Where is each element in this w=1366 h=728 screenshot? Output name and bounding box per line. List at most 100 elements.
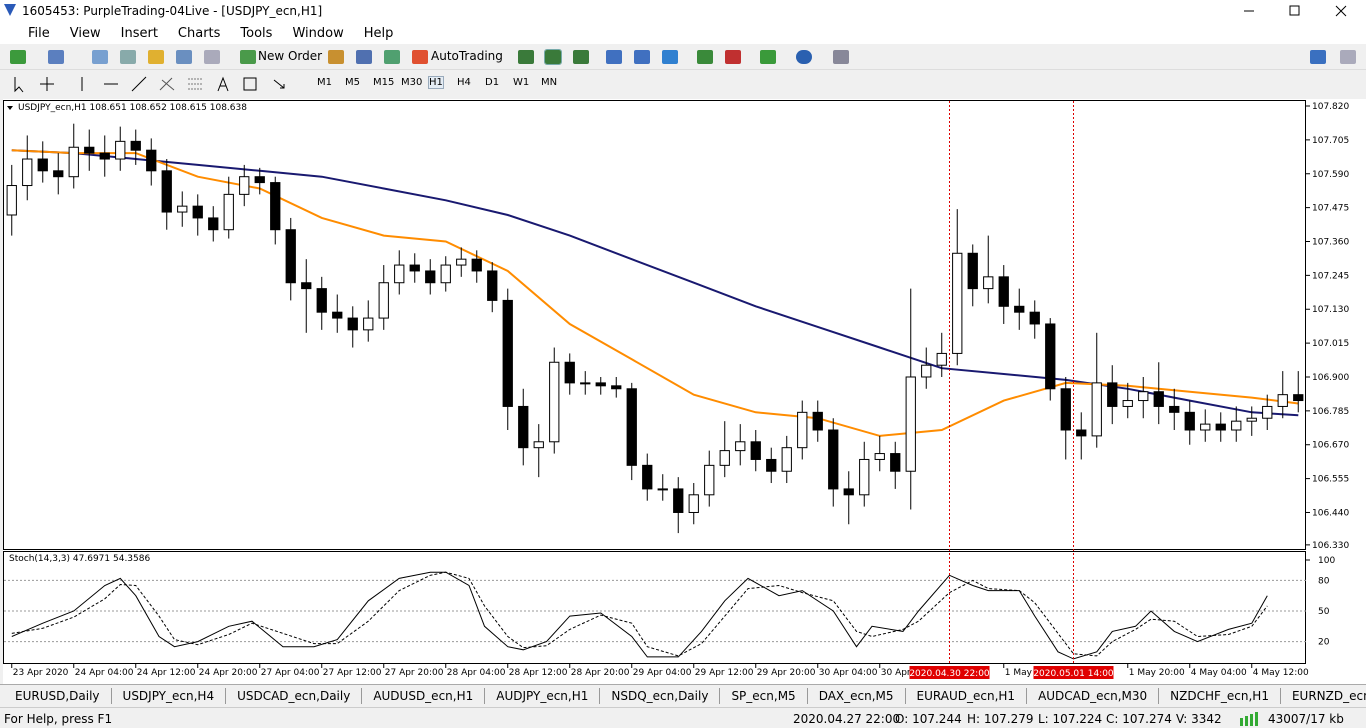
drawing-toolbar: M1 M5 M15 M30 H1 H4 D1 W1 MN xyxy=(0,70,1366,98)
signals-button[interactable] xyxy=(356,50,372,64)
candle-body xyxy=(1231,420,1242,431)
candle-chart-button[interactable] xyxy=(544,49,562,65)
candle xyxy=(301,259,312,333)
candle xyxy=(952,209,963,366)
crosshair-tool[interactable] xyxy=(40,77,54,91)
cursor-tool[interactable] xyxy=(14,77,24,93)
menu-item[interactable]: File xyxy=(28,25,50,41)
chart-tab[interactable]: NZDCHF_ecn,H1 xyxy=(1159,688,1281,704)
new-chart-button[interactable] xyxy=(10,50,26,64)
candle-body xyxy=(487,270,498,301)
candle xyxy=(37,141,48,183)
chart-tab[interactable]: USDCAD_ecn,Daily xyxy=(226,688,363,704)
candle-body xyxy=(719,450,730,466)
candle xyxy=(704,450,715,507)
templates-button[interactable] xyxy=(833,50,849,64)
chart-tab[interactable]: AUDJPY_ecn,H1 xyxy=(485,688,601,704)
x-tick-label: 1 May 20:00 xyxy=(1129,668,1185,678)
timeframe-button[interactable]: H4 xyxy=(457,77,471,88)
candle xyxy=(750,430,761,472)
bar-chart-button[interactable] xyxy=(518,50,534,64)
tester-button[interactable] xyxy=(204,50,220,64)
candle xyxy=(1277,371,1288,419)
candle xyxy=(936,332,947,377)
fibonacci-tool[interactable] xyxy=(188,78,202,90)
status-help: For Help, press F1 xyxy=(4,712,113,726)
zoom-in-button[interactable] xyxy=(606,50,622,64)
candle xyxy=(1262,394,1273,431)
text-tool[interactable] xyxy=(217,76,229,92)
candle-body xyxy=(673,488,684,513)
candle xyxy=(471,250,482,283)
close-button[interactable] xyxy=(1335,5,1347,17)
symbol-menu-arrow xyxy=(7,106,13,110)
market-watch-button[interactable] xyxy=(92,50,108,64)
autotrading-button[interactable]: AutoTrading xyxy=(431,49,503,63)
timeframe-button[interactable]: M15 xyxy=(373,77,395,88)
stoch-pane-frame xyxy=(3,551,1306,664)
candle xyxy=(1184,400,1195,445)
chat-button[interactable] xyxy=(1340,50,1356,64)
chart-tab[interactable]: SP_ecn,M5 xyxy=(720,688,808,704)
candle-body xyxy=(22,158,33,187)
timeframe-button[interactable]: M1 xyxy=(317,77,332,88)
chart-shift-button[interactable] xyxy=(725,50,741,64)
chart-tab[interactable]: NSDQ_ecn,Daily xyxy=(600,688,721,704)
chart-tab[interactable]: AUDCAD_ecn,M30 xyxy=(1027,688,1160,704)
candle-body xyxy=(1293,394,1304,402)
candle-body xyxy=(1091,382,1102,437)
periods-button[interactable] xyxy=(796,50,812,64)
chart-tab[interactable]: EURUSD,Daily xyxy=(4,688,112,704)
profiles-button[interactable] xyxy=(48,50,64,64)
timeframe-button[interactable]: MN xyxy=(541,77,558,88)
timeframe-button[interactable]: M30 xyxy=(401,77,423,88)
menu-item[interactable]: Insert xyxy=(120,25,158,41)
chart-tab[interactable]: EURNZD_ecn,H1 xyxy=(1281,688,1366,704)
chart-tab[interactable]: EURAUD_ecn,H1 xyxy=(906,688,1028,704)
navigator-button[interactable] xyxy=(148,50,164,64)
timeframe-button[interactable]: H1 xyxy=(428,76,444,89)
line-chart-button[interactable] xyxy=(573,50,589,64)
arrows-tool[interactable] xyxy=(273,79,285,89)
tile-button[interactable] xyxy=(662,50,678,64)
new-order-button[interactable]: New Order xyxy=(258,49,323,63)
terminal-button[interactable] xyxy=(176,50,192,64)
menu-item[interactable]: Window xyxy=(292,25,344,41)
autoscroll-button[interactable] xyxy=(697,50,713,64)
menu-item[interactable]: Help xyxy=(363,25,394,41)
indicators-button[interactable] xyxy=(760,50,776,64)
label-tool[interactable] xyxy=(243,77,257,91)
data-window-button[interactable] xyxy=(120,50,136,64)
timeframe-button[interactable]: M5 xyxy=(345,77,360,88)
x-tick-label: 4 May 12:00 xyxy=(1253,668,1309,678)
timeframe-button[interactable]: D1 xyxy=(485,77,500,88)
channel-tool[interactable] xyxy=(159,77,175,91)
zoom-out-button[interactable] xyxy=(634,50,650,64)
chart-tab[interactable]: USDJPY_ecn,H4 xyxy=(112,688,227,704)
menu-item[interactable]: View xyxy=(69,25,101,41)
chart-tab[interactable]: AUDUSD_ecn,H1 xyxy=(362,688,486,704)
market-button[interactable] xyxy=(384,50,400,64)
candle-body xyxy=(952,252,963,354)
menu-item[interactable]: Charts xyxy=(177,25,221,41)
timeframe-button[interactable]: W1 xyxy=(513,77,530,88)
candle-body xyxy=(301,282,312,290)
candle xyxy=(1231,406,1242,442)
candle xyxy=(285,217,296,301)
metaeditor-button[interactable] xyxy=(328,50,344,64)
candle xyxy=(223,176,234,239)
candle-body xyxy=(1262,405,1273,419)
restore-button[interactable] xyxy=(1289,5,1300,16)
new-order-icon[interactable] xyxy=(240,50,256,64)
search-button[interactable] xyxy=(1310,50,1326,64)
trendline-tool[interactable] xyxy=(131,76,147,92)
chart-tab[interactable]: DAX_ecn,M5 xyxy=(808,688,906,704)
candle-body xyxy=(409,264,420,272)
candle xyxy=(874,435,885,472)
y-tick-label: 106.900 xyxy=(1312,373,1349,383)
candle-body xyxy=(161,170,172,213)
autotrading-icon[interactable] xyxy=(412,50,428,64)
candle xyxy=(440,256,451,292)
stoch-line xyxy=(11,571,1268,660)
menu-item[interactable]: Tools xyxy=(240,25,273,41)
